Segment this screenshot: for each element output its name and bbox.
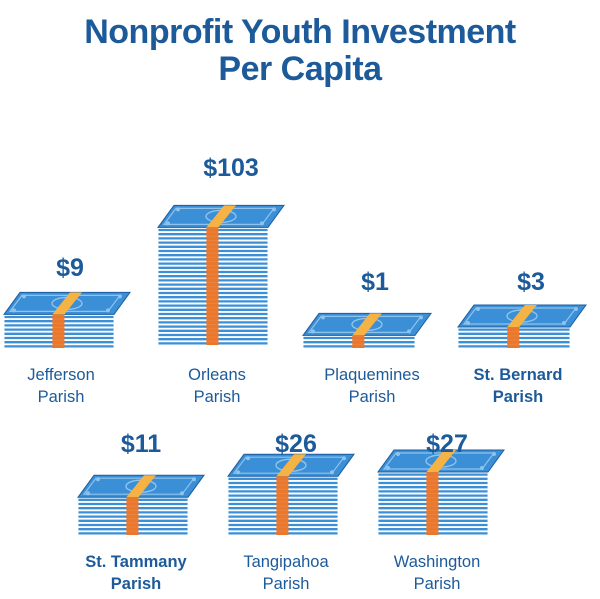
category-label-jefferson: Jefferson Parish (27, 366, 95, 406)
bill-corner-dot (12, 308, 16, 313)
money-stack-jefferson (3, 291, 131, 349)
money-stack-st-tammany (77, 474, 205, 536)
bill-corner-dot (480, 466, 484, 470)
value-label-st-tammany: $11 (120, 430, 162, 458)
value-label-washington: $27 (426, 430, 468, 458)
category-label-orleans: Orleans Parish (188, 366, 246, 406)
bill-corner-dot (86, 491, 90, 496)
money-stack-tangipahoa (227, 453, 355, 536)
band-top (276, 454, 306, 477)
band-front (206, 227, 219, 345)
category-label-washington: Washington Parish (393, 553, 481, 593)
band-front (126, 497, 139, 535)
bill-corner-dot (342, 456, 346, 461)
category-label-st-tammany: St. Tammany Parish (85, 553, 187, 593)
bill-corner-dot (260, 221, 264, 226)
title-line-1: Nonprofit Youth Investment (84, 13, 516, 51)
money-stack-washington (377, 449, 505, 536)
bill-corner-dot (118, 294, 122, 299)
band-top (352, 313, 382, 336)
money-stack-orleans (157, 204, 285, 346)
bill-corner-dot (311, 329, 315, 334)
bill-corner-dot (386, 466, 390, 470)
bill-corner-dot (419, 315, 423, 320)
category-label-st-bernard: St. Bernard Parish (473, 366, 563, 406)
band-front (426, 472, 439, 535)
bill-corner-dot (192, 477, 196, 482)
value-label-jefferson: $9 (56, 254, 84, 282)
band-top (426, 450, 456, 472)
bill-corner-dot (180, 491, 184, 496)
value-label-orleans: $103 (203, 154, 259, 182)
band-front (507, 327, 520, 348)
bill-corner-dot (574, 307, 578, 311)
bill-corner-dot (466, 321, 470, 325)
bill-corner-dot (492, 452, 496, 456)
money-stack-st-bernard (457, 304, 587, 349)
bill-corner-dot (22, 294, 26, 299)
bill-corner-dot (476, 307, 480, 311)
bill-corner-dot (106, 308, 110, 313)
bill-corner-dot (272, 207, 276, 212)
band-top (507, 305, 537, 327)
bill-corner-dot (562, 321, 566, 325)
bill-corner-dot (166, 221, 170, 226)
bill-corner-dot (407, 329, 411, 334)
bill-corner-dot (176, 207, 180, 212)
band-front (276, 476, 289, 535)
band-top (126, 475, 156, 498)
value-label-tangipahoa: $26 (275, 430, 317, 458)
title-line-2: Per Capita (218, 50, 382, 88)
band-top (206, 205, 236, 228)
bill-corner-dot (246, 456, 250, 461)
value-label-st-bernard: $3 (517, 268, 545, 296)
category-label-tangipahoa: Tangipahoa Parish (243, 553, 329, 593)
bill-corner-dot (236, 470, 240, 475)
bill-corner-dot (396, 452, 400, 456)
bill-corner-dot (330, 470, 334, 475)
bill-corner-dot (96, 477, 100, 482)
band-front (352, 335, 365, 348)
money-stack-plaquemines (302, 312, 432, 349)
value-label-plaquemines: $1 (361, 268, 389, 296)
category-label-plaquemines: Plaquemines Parish (324, 366, 420, 406)
chart-title: Nonprofit Youth Investment Per Capita (0, 14, 600, 88)
bill-corner-dot (321, 315, 325, 320)
band-front (52, 314, 65, 348)
band-top (52, 292, 82, 315)
